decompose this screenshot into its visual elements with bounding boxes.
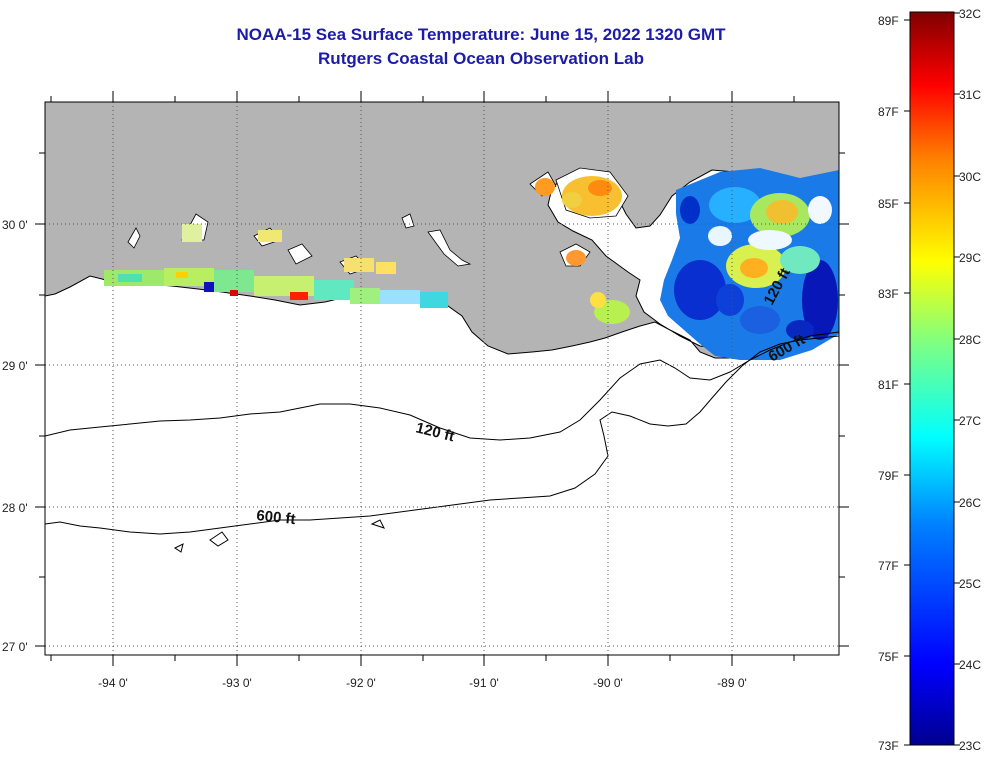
lon-label: -91 0' [469, 676, 499, 690]
contour-600ft [45, 335, 839, 535]
lat-label: 27 0' [2, 640, 28, 654]
colorbar-f-label: 79F [878, 469, 899, 483]
colorbar-c-label: 27C [959, 414, 981, 428]
colorbar-c-label: 30C [959, 170, 981, 184]
sst-inland-patches [535, 176, 630, 324]
colorbar-f-label: 89F [878, 14, 899, 28]
lon-label: -89 0' [717, 676, 747, 690]
colorbar-c-label: 32C [959, 7, 981, 21]
colorbar-f-label: 75F [878, 650, 899, 664]
sst-delta-region [660, 168, 839, 360]
sst-coastal-strip [104, 224, 448, 308]
colorbar-f-label: 73F [878, 739, 899, 753]
lon-label: -94 0' [98, 676, 128, 690]
colorbar-c-label: 26C [959, 496, 981, 510]
lon-label: -92 0' [346, 676, 376, 690]
colorbar-f-label: 87F [878, 105, 899, 119]
lat-label: 29 0' [2, 359, 28, 373]
colorbar-f-label: 77F [878, 559, 899, 573]
colorbar-f-label: 85F [878, 197, 899, 211]
colorbar-c-label: 28C [959, 333, 981, 347]
colorbar-c-label: 25C [959, 577, 981, 591]
map-frame [44, 101, 840, 656]
colorbar-c-label: 24C [959, 658, 981, 672]
lon-label: -90 0' [593, 676, 623, 690]
lat-label: 30 0' [2, 218, 28, 232]
colorbar-f-label: 81F [878, 378, 899, 392]
colorbar-c-label: 29C [959, 251, 981, 265]
colorbar-c-label: 23C [959, 739, 981, 753]
tick-marks [35, 91, 849, 666]
colorbar-c-label: 31C [959, 88, 981, 102]
map-subtitle: Rutgers Coastal Ocean Observation Lab [318, 49, 644, 68]
bathymetry-contours [45, 331, 839, 553]
contour-label-600ft-west: 600 ft [256, 507, 297, 528]
contour-120ft [45, 331, 839, 441]
lon-label: -93 0' [222, 676, 252, 690]
temperature-colorbar: 89F 87F 85F 83F 81F 79F 77F 75F 73F 32C … [878, 7, 981, 753]
map-title: NOAA-15 Sea Surface Temperature: June 15… [236, 25, 726, 44]
graticule [45, 102, 839, 655]
lat-label: 28 0' [2, 501, 28, 515]
colorbar-f-label: 83F [878, 287, 899, 301]
